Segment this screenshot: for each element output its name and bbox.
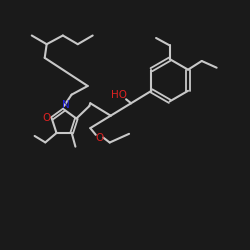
- Text: O: O: [96, 132, 104, 142]
- Text: O: O: [42, 112, 50, 122]
- Text: N: N: [62, 100, 70, 110]
- Text: HO: HO: [111, 90, 127, 100]
